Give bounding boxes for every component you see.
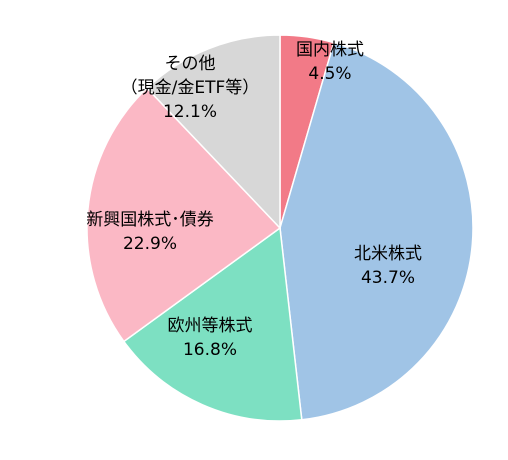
slice-label-group: 国内株式 4.5% [296,40,364,84]
slice-label-group: その他 （現金/金ETF等） 12.1% [121,54,260,122]
slice-value-label: 22.9% [123,234,177,254]
slice-label-group: 新興国株式･債券 22.9% [86,210,214,254]
slice-value-label: 12.1% [163,102,217,122]
slice-value-label: 4.5% [308,64,351,84]
slice-name-label: 北米株式 [354,244,422,264]
pie-slice [122,226,303,422]
pie-slice [145,34,281,230]
pie-slice [86,87,282,343]
slice-name-label: （現金/金ETF等） [121,78,260,98]
slice-name-label: 新興国株式･債券 [86,210,214,230]
slice-label-group: 北米株式 43.7% [354,244,422,288]
slice-name-label: 欧州等株式 [168,316,253,336]
slice-name-label: 国内株式 [296,40,364,60]
slice-value-label: 16.8% [183,340,237,360]
slice-name-label: その他 [165,54,216,74]
slice-value-label: 43.7% [361,268,415,288]
slice-label-group: 欧州等株式 16.8% [168,316,253,360]
pie-slice [279,41,474,421]
